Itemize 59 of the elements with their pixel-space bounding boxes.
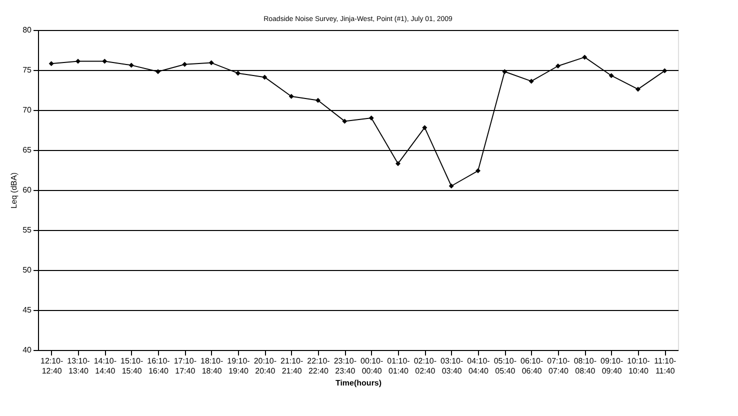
x-tick-label: 20:10- 20:40 [254, 356, 277, 376]
point [636, 86, 640, 92]
point [396, 161, 400, 166]
y-tick-label: 80 [22, 26, 32, 34]
x-tick-label: 22:10- 22:40 [307, 356, 330, 376]
point [262, 74, 268, 80]
y-tick-label: 75 [22, 66, 32, 74]
x-tick-label: 03:10- 03:40 [440, 356, 464, 376]
point [182, 62, 188, 67]
point [102, 58, 108, 64]
y-tick-label: 45 [22, 306, 32, 314]
x-tick-label: 08:10- 08:40 [574, 356, 597, 376]
y-axis-title: Leq (dBA) [10, 172, 19, 209]
x-tick-label: 21:10- 21:40 [280, 356, 304, 376]
x-tick-label: 05:10- 05:40 [494, 356, 517, 376]
y-tick-label: 70 [22, 106, 32, 114]
point [448, 184, 454, 188]
y-tick-label: 40 [22, 346, 32, 354]
x-tick-label: 09:10- 09:40 [600, 356, 624, 376]
point [502, 69, 508, 74]
x-tick-label: 13:10- 13:40 [67, 356, 90, 376]
x-tick-label: 10:10- 10:40 [627, 356, 650, 376]
x-tick-label: 11:10- 11:40 [654, 356, 677, 376]
x-tick-label: 01:10- 01:40 [387, 356, 410, 376]
point [288, 94, 294, 99]
y-tick-label: 55 [22, 226, 32, 234]
point [608, 73, 614, 78]
x-tick-label: 00:10- 00:40 [360, 356, 384, 376]
point [342, 118, 348, 124]
point [76, 58, 80, 64]
point [368, 116, 374, 120]
point [128, 62, 134, 68]
point [528, 78, 534, 84]
point [48, 61, 54, 66]
x-tick-label: 04:10- 04:40 [467, 356, 490, 376]
point [208, 60, 214, 66]
x-tick-label: 14:10- 14:40 [94, 356, 117, 376]
x-tick-label: 23:10- 23:40 [334, 356, 357, 376]
x-tick-label: 16:10- 16:40 [147, 356, 170, 376]
point [156, 69, 160, 74]
x-tick-label: 12:10- 12:40 [40, 356, 64, 376]
y-tick-label: 50 [22, 266, 32, 274]
x-tick-label: 15:10- 15:40 [120, 356, 144, 376]
y-tick-label: 60 [22, 186, 32, 194]
point [556, 64, 560, 68]
x-tick-label: 17:10- 17:40 [174, 356, 197, 376]
x-tick-label: 18:10- 18:40 [200, 356, 224, 376]
point [582, 54, 588, 60]
point [316, 98, 320, 103]
point [236, 70, 240, 76]
point [476, 168, 480, 174]
x-tick-label: 07:10- 07:40 [547, 356, 570, 376]
point [662, 68, 668, 74]
x-tick-label: 02:10- 02:40 [414, 356, 437, 376]
x-axis-title: Time(hours) [335, 378, 382, 388]
y-tick-label: 65 [22, 146, 32, 154]
x-tick-label: 19:10- 19:40 [227, 356, 250, 376]
point [422, 125, 428, 130]
x-tick-label: 06:10- 06:40 [520, 356, 544, 376]
